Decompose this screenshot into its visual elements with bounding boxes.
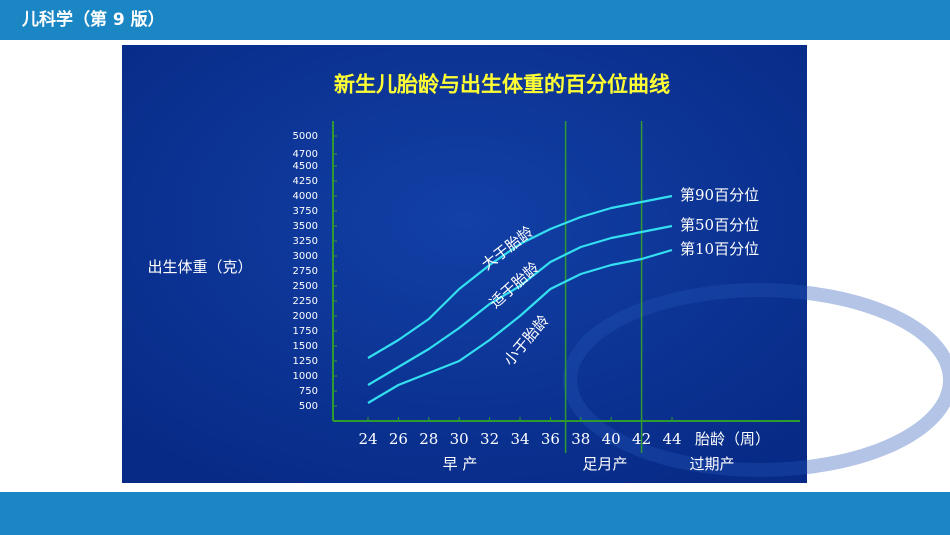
series-label: 第50百分位 <box>680 216 759 234</box>
x-tick-label: 32 <box>480 430 499 448</box>
x-tick-label: 44 <box>662 430 681 448</box>
y-tick-label: 3500 <box>293 221 318 232</box>
y-tick-label: 2250 <box>293 296 318 307</box>
decor <box>563 283 950 477</box>
x-tick-label: 28 <box>419 430 438 448</box>
series-line <box>367 224 673 386</box>
x-tick-label: 36 <box>541 430 560 448</box>
y-tick-label: 3000 <box>293 251 318 262</box>
y-tick-label: 2750 <box>293 266 318 277</box>
series-line <box>367 194 673 359</box>
y-tick-label: 3750 <box>293 206 318 217</box>
y-axis-label: 出生体重（克） <box>147 258 252 276</box>
series-label: 第90百分位 <box>680 186 759 204</box>
y-tick-label: 1750 <box>293 326 318 337</box>
y-tick-label: 750 <box>299 386 318 397</box>
x-tick-label: 30 <box>450 430 469 448</box>
x-tick-label: 26 <box>389 430 408 448</box>
header-title: 儿科学（第 9 版） <box>21 9 165 30</box>
period-label: 足月产 <box>582 455 627 473</box>
period-label: 早 产 <box>443 455 478 473</box>
x-axis-label: 胎龄（周） <box>695 430 770 448</box>
x-tick-label: 40 <box>602 430 621 448</box>
y-tick-label: 4500 <box>293 161 318 172</box>
y-tick-label: 1250 <box>293 356 318 367</box>
y-tick-label: 2000 <box>293 311 318 322</box>
chart-panel <box>122 45 807 483</box>
y-tick-label: 4250 <box>293 176 318 187</box>
series-label: 第10百分位 <box>680 240 759 258</box>
y-tick-label: 5000 <box>293 131 318 142</box>
y-tick-label: 4000 <box>293 191 318 202</box>
y-tick-label: 500 <box>299 401 318 412</box>
y-tick-label: 1000 <box>293 371 318 382</box>
y-tick-label: 4700 <box>293 149 318 160</box>
x-tick-label: 38 <box>571 430 590 448</box>
y-tick-label: 1500 <box>293 341 318 352</box>
series-line <box>367 248 673 404</box>
footer-bar <box>0 492 950 535</box>
period-label: 过期产 <box>689 455 734 473</box>
header-bar <box>0 0 950 40</box>
y-tick-label: 2500 <box>293 281 318 292</box>
y-tick-label: 3250 <box>293 236 318 247</box>
x-tick-label: 24 <box>358 430 377 448</box>
x-tick-label: 34 <box>510 430 529 448</box>
chart-title: 新生儿胎龄与出生体重的百分位曲线 <box>334 72 670 97</box>
